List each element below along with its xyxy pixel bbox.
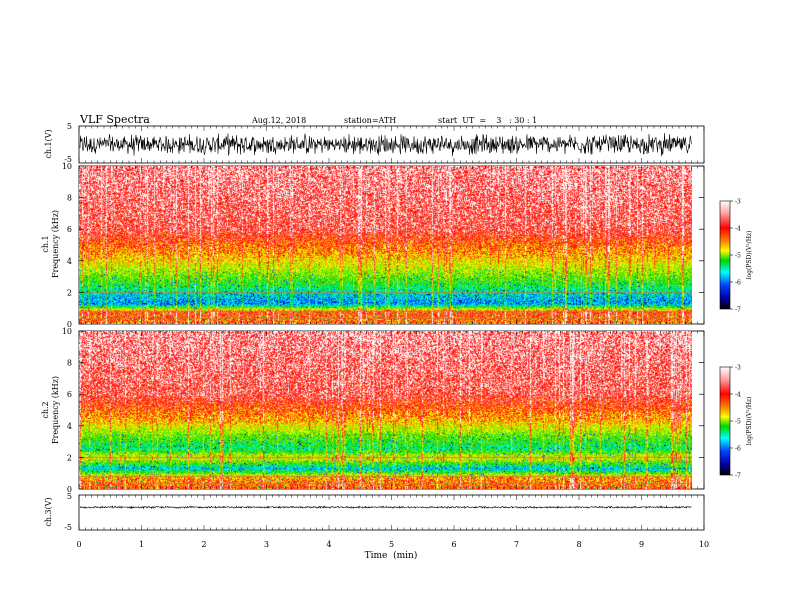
ch1-colorbar-tick-label: -4 (735, 226, 741, 233)
ch2-spec-raster (79, 331, 692, 489)
time-tick-label: 6 (451, 540, 456, 549)
time-tick-label: 1 (139, 540, 144, 549)
ch1-spec-ytick-label: 6 (67, 225, 72, 234)
ch1-colorbar-tick-label: -3 (735, 199, 741, 206)
ch1-spec-ytick-label: 4 (67, 257, 72, 266)
ch2-spectrogram-image (79, 331, 692, 489)
ch2-colorbar-gradient (719, 366, 731, 476)
ch1-spec-channel-label: ch.1 (41, 235, 50, 252)
ch1-colorbar-tick-label: -6 (735, 280, 741, 287)
ch2-colorbar-tick-label: -6 (735, 446, 741, 453)
ch2-spec-ytick-label: 8 (67, 359, 72, 368)
ch2-spec-ytick-label: 6 (67, 390, 72, 399)
time-tick-label: 10 (699, 540, 709, 549)
ch1-frequency-label: Frequency (kHz) (51, 210, 60, 278)
ch3-waveform-panel: 5 -5 ch.3(V) 0 1 2 3 4 5 6 7 8 9 10 Time (min) (44, 126, 709, 561)
ch1-colorbar-tick-label: -5 (735, 253, 741, 260)
station-label: station=ATH (344, 116, 396, 125)
ch1-spectrogram-panel: 0 2 4 6 8 10 ch.1 Frequency (kHz) (41, 162, 705, 329)
ch3-ytick-top: 5 (67, 492, 72, 501)
ch1-spec-ytick-label: 0 (67, 320, 72, 329)
ch2-spec-ytick-label: 2 (67, 453, 72, 462)
time-axis-label: Time (min) (365, 550, 418, 561)
ch2-colorbar-tick-label: -7 (735, 473, 741, 480)
ch3-voltage-label: ch.3(V) (44, 497, 53, 526)
ch1-colorbar-label: log(PSD)(V²/Hz) (746, 231, 753, 280)
figure-title: VLF Spectra (79, 113, 150, 126)
ch2-spec-channel-label: ch.2 (41, 401, 50, 418)
ch3-wave-line (79, 505, 692, 510)
ch2-spec-ytick-label: 0 (67, 485, 72, 494)
ch1-spectrogram-image (79, 166, 692, 324)
time-tick-label: 0 (76, 540, 81, 549)
ch2-frequency-label: Frequency (kHz) (51, 376, 60, 444)
ch1-spec-raster (79, 166, 692, 324)
ch1-voltage-label: ch.1(V) (44, 129, 53, 158)
ch2-spec-ytick-label: 10 (62, 327, 72, 336)
time-tick-label: 5 (389, 540, 394, 549)
ch1-colorbar: -3 -4 -5 -6 -7 log(PSD)(V²/Hz) (719, 199, 753, 314)
ch3-ytick-bottom: -5 (64, 523, 72, 532)
time-tick-label: 2 (201, 540, 206, 549)
ch1-wave-line (79, 132, 692, 157)
ch1-colorbar-gradient (719, 200, 731, 310)
ch1-ytick-top: 5 (67, 122, 72, 131)
ch2-colorbar-tick-label: -3 (735, 365, 741, 372)
ch1-colorbar-tick-label: -7 (735, 307, 741, 314)
ch2-colorbar-tick-label: -4 (735, 392, 741, 399)
ch1-ytick-bottom: -5 (64, 155, 72, 164)
ch1-waveform-trace (79, 132, 692, 157)
time-tick-label: 8 (576, 540, 581, 549)
time-tick-label: 3 (264, 540, 269, 549)
ch1-spec-ytick-label: 2 (67, 288, 72, 297)
ch3-waveform-frame (78, 494, 705, 531)
ch2-colorbar-tick-label: -5 (735, 419, 741, 426)
time-tick-label: 4 (326, 540, 331, 549)
ch2-colorbar-label: log(PSD)(V²/Hz) (746, 397, 753, 446)
ch3-waveform-trace (79, 505, 692, 510)
ch1-spec-ytick-label: 8 (67, 194, 72, 203)
ch2-spectrogram-panel: 0 2 4 6 8 10 ch.2 Frequency (kHz) (41, 327, 705, 494)
date-label: Aug.12, 2018 (251, 116, 306, 125)
time-tick-label: 7 (514, 540, 519, 549)
ch1-spec-ytick-label: 10 (62, 162, 72, 171)
ch2-colorbar: -3 -4 -5 -6 -7 log(PSD)(V²/Hz) (719, 365, 753, 480)
ch1-waveform-panel: 5 -5 ch.1(V) (44, 122, 705, 164)
ch2-spec-ytick-label: 4 (67, 422, 72, 431)
start-time-label: start UT = 3 : 30 : 1 (438, 116, 537, 125)
time-tick-label: 9 (639, 540, 644, 549)
